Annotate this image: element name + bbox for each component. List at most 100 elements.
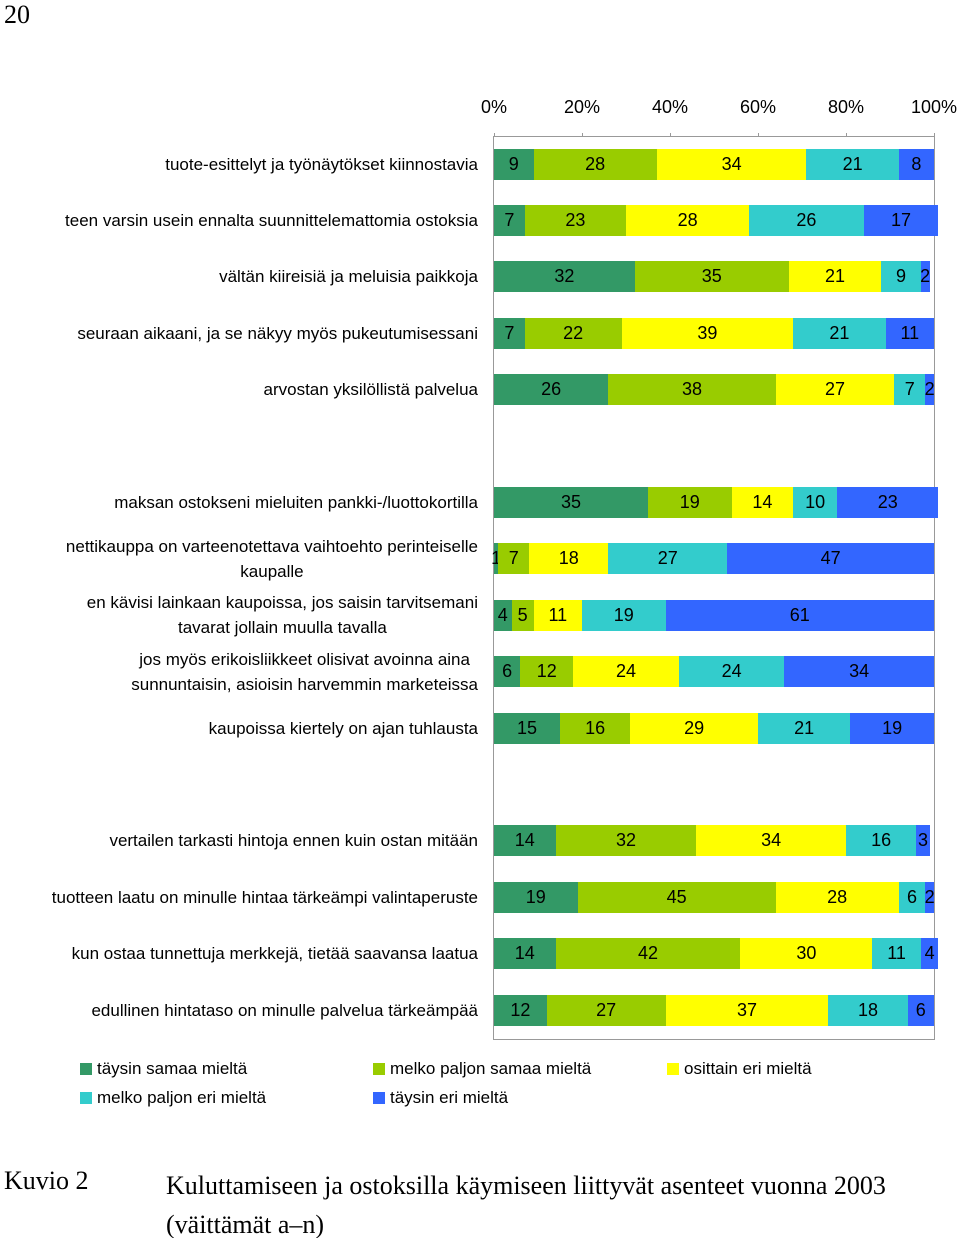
bar-segment <box>498 543 530 575</box>
value-label: 28 <box>585 153 606 174</box>
bar-segment <box>775 374 895 406</box>
bar-segment <box>494 656 521 688</box>
category-text: tuote-esittelyt ja työnäytökset kiinnost… <box>165 154 478 174</box>
value-label: 27 <box>657 548 678 569</box>
value-label: 7 <box>904 379 915 400</box>
bar-segment <box>494 881 578 913</box>
value-label: 47 <box>820 548 841 569</box>
x-tick-label: 40% <box>651 97 689 117</box>
legend-label: melko paljon eri mieltä <box>97 1088 267 1107</box>
bar-segment <box>863 204 939 236</box>
x-tick-label: 80% <box>827 97 865 117</box>
bar-segment <box>898 881 926 913</box>
category-text: vältän kiireisiä ja meluisia paikkoja <box>219 267 478 287</box>
value-label: 27 <box>596 999 617 1020</box>
value-label: 2 <box>924 379 935 400</box>
bar-segment <box>524 317 622 349</box>
category-label: seuraan aikaani, ja se näkyy myös pukeut… <box>8 321 478 346</box>
value-label: 12 <box>510 999 531 1020</box>
bar-segment <box>608 543 728 575</box>
bar-segment <box>881 261 921 293</box>
category-label: vertailen tarkasti hintoja ennen kuin os… <box>8 828 478 853</box>
value-label: 34 <box>761 830 782 851</box>
value-label: 14 <box>514 830 535 851</box>
bar-segment <box>749 204 864 236</box>
bar-segment <box>494 712 560 744</box>
value-label: 34 <box>849 661 870 682</box>
bar-segment <box>555 825 697 857</box>
bar-segment <box>494 543 499 575</box>
bar-segment <box>582 599 666 631</box>
bar-segment <box>775 881 899 913</box>
category-text: arvostan yksilöllistä palvelua <box>263 380 479 400</box>
value-label: 37 <box>736 999 758 1020</box>
category-text: kun ostaa tunnettuja merkkejä, tietää sa… <box>71 944 478 964</box>
bar-segment <box>806 148 899 180</box>
value-label: 23 <box>565 209 586 230</box>
value-label: 45 <box>666 886 687 907</box>
bar-segment <box>696 825 846 857</box>
category-label: kaupoissa kiertely on ajan tuhlausta <box>8 716 478 741</box>
value-label: 9 <box>508 153 519 174</box>
value-label: 4 <box>924 943 935 964</box>
bar-segment <box>784 656 934 688</box>
value-label: 19 <box>525 886 546 907</box>
x-tick-label: 60% <box>739 97 777 117</box>
x-tick <box>758 133 759 136</box>
legend-label: täysin eri mieltä <box>390 1088 509 1107</box>
value-label: 30 <box>796 943 817 964</box>
bar-segment <box>788 261 882 293</box>
category-label: arvostan yksilöllistä palvelua <box>8 377 479 402</box>
value-label: 61 <box>789 604 810 625</box>
value-label: 21 <box>829 322 850 343</box>
plot-frame <box>493 136 935 1040</box>
value-label: 29 <box>684 717 705 738</box>
bar-segment <box>925 374 934 406</box>
value-label: 28 <box>677 209 698 230</box>
category-label: tuote-esittelyt ja työnäytökset kiinnost… <box>8 152 478 177</box>
bar-segment <box>920 261 930 293</box>
bar-segment <box>511 599 534 631</box>
value-label: 1 <box>491 548 502 569</box>
page-number: 20 <box>4 0 30 29</box>
category-label: tuotteen laatu on minulle hintaa tärkeäm… <box>8 885 478 910</box>
value-label: 10 <box>805 491 826 512</box>
value-label: 16 <box>871 830 892 851</box>
value-label: 19 <box>882 717 903 738</box>
value-label: 3 <box>917 830 929 851</box>
value-label: 32 <box>554 266 575 287</box>
category-text: nettikauppa on varteenotettava vaihtoeht… <box>65 536 478 581</box>
bar-segment <box>727 543 934 575</box>
value-label: 12 <box>536 661 557 682</box>
x-tick-label: 0% <box>480 97 508 117</box>
legend-swatch <box>667 1063 679 1075</box>
caption-label: Kuvio 2 <box>4 1166 89 1195</box>
bar-segment <box>524 204 626 236</box>
bar-segment <box>678 656 785 688</box>
bar-segment <box>850 712 934 744</box>
value-label: 35 <box>560 491 582 512</box>
value-label: 6 <box>915 999 926 1020</box>
value-label: 19 <box>613 604 634 625</box>
bar-segment <box>630 712 758 744</box>
category-text: jos myös erikoisliikkeet olisivat avoinn… <box>131 649 478 694</box>
value-label: 42 <box>637 943 659 964</box>
x-tick <box>582 133 583 136</box>
value-label: 9 <box>895 266 907 287</box>
value-label: 4 <box>497 604 508 625</box>
value-label: 14 <box>752 491 773 512</box>
bar-segment <box>494 317 525 349</box>
bar-segment <box>573 656 679 688</box>
bar-segment <box>533 599 582 631</box>
bar-segment <box>758 712 851 744</box>
value-label: 34 <box>721 153 742 174</box>
bar-segment <box>494 486 648 518</box>
category-label: en kävisi lainkaan kaupoissa, jos saisin… <box>8 590 478 640</box>
bar-segment <box>793 317 886 349</box>
value-label: 7 <box>508 548 519 569</box>
value-label: 17 <box>890 209 912 230</box>
value-label: 2 <box>924 886 935 907</box>
category-label: jos myös erikoisliikkeet olisivat avoinn… <box>8 647 478 697</box>
bar-segment <box>546 994 666 1026</box>
value-label: 39 <box>697 322 718 343</box>
